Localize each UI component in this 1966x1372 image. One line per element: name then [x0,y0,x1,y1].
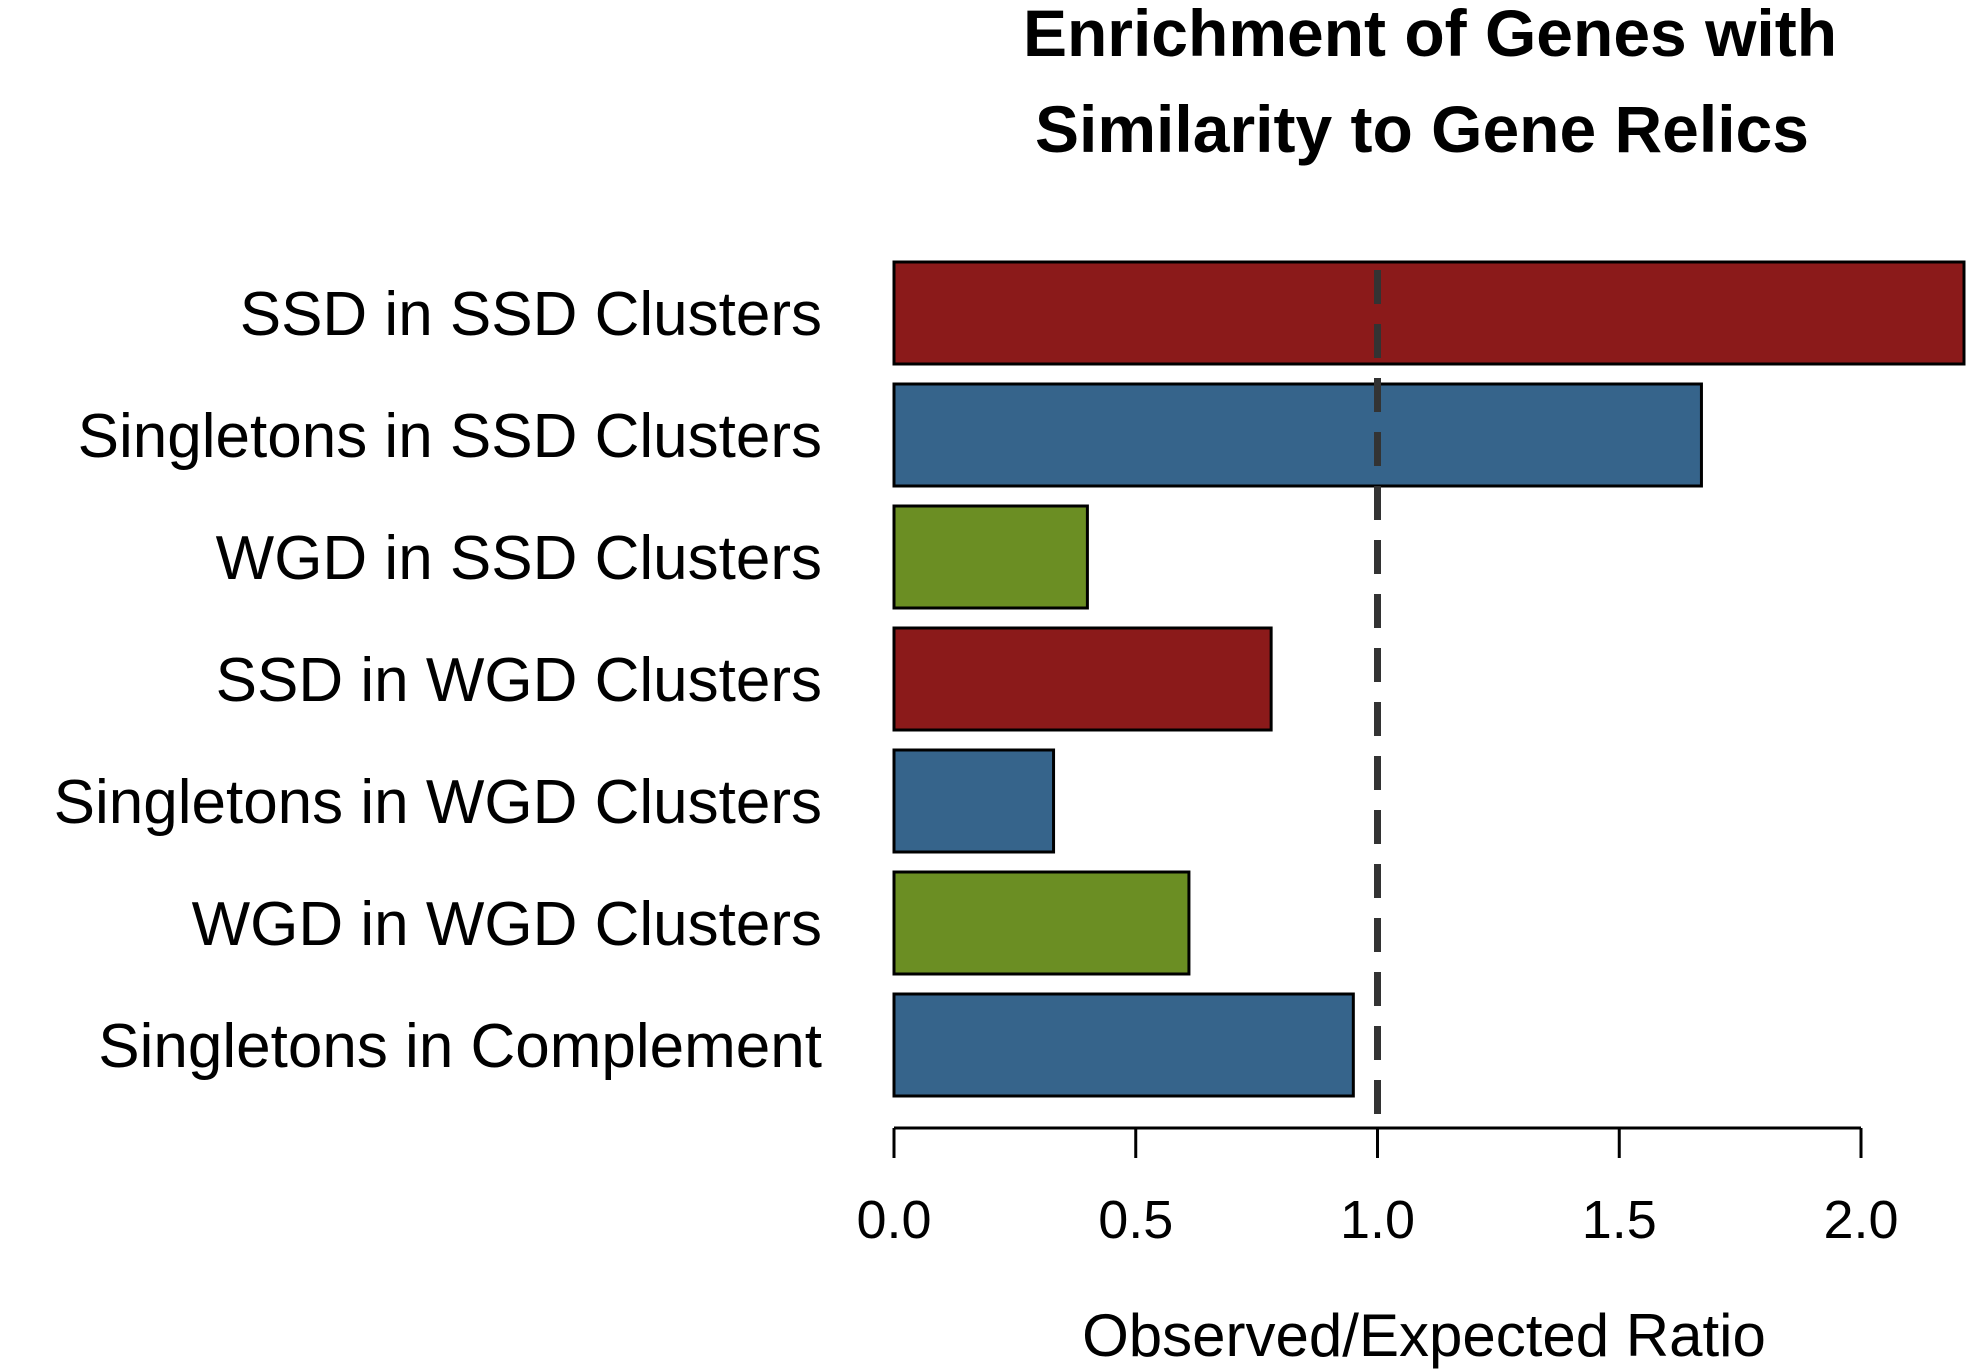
x-axis-title: Observed/Expected Ratio [1082,1302,1766,1369]
category-label-2: WGD in SSD Clusters [216,524,822,593]
bar-4 [892,748,1056,854]
bar-2 [892,504,1089,610]
bar-6 [892,992,1355,1098]
bar-5 [892,870,1191,976]
chart-title-line-2: Similarity to Gene Relics [1035,92,1809,166]
category-label-6: Singletons in Complement [98,1012,822,1081]
x-axis: 0.0 0.5 1.0 1.5 2.0 [856,1126,1899,1250]
category-label-1: Singletons in SSD Clusters [78,402,822,471]
category-label-3: SSD in WGD Clusters [216,646,822,715]
category-label-4: Singletons in WGD Clusters [54,768,822,837]
x-tick-label-1: 0.5 [1098,1190,1173,1250]
x-tick-label-4: 2.0 [1823,1190,1898,1250]
category-label-0: SSD in SSD Clusters [240,280,822,349]
bar-1 [892,382,1703,488]
bar-0 [892,260,1966,366]
x-tick-label-3: 1.5 [1582,1190,1657,1250]
bars-layer [892,260,1966,1098]
chart-title: Enrichment of Genes with Similarity to G… [1023,0,1837,166]
category-label-5: WGD in WGD Clusters [192,890,822,959]
x-tick-label-2: 1.0 [1340,1190,1415,1250]
bar-3 [892,626,1273,732]
x-tick-label-0: 0.0 [856,1190,931,1250]
category-labels: SSD in SSD Clusters Singletons in SSD Clu… [54,280,822,1081]
chart-title-line-1: Enrichment of Genes with [1023,0,1837,70]
